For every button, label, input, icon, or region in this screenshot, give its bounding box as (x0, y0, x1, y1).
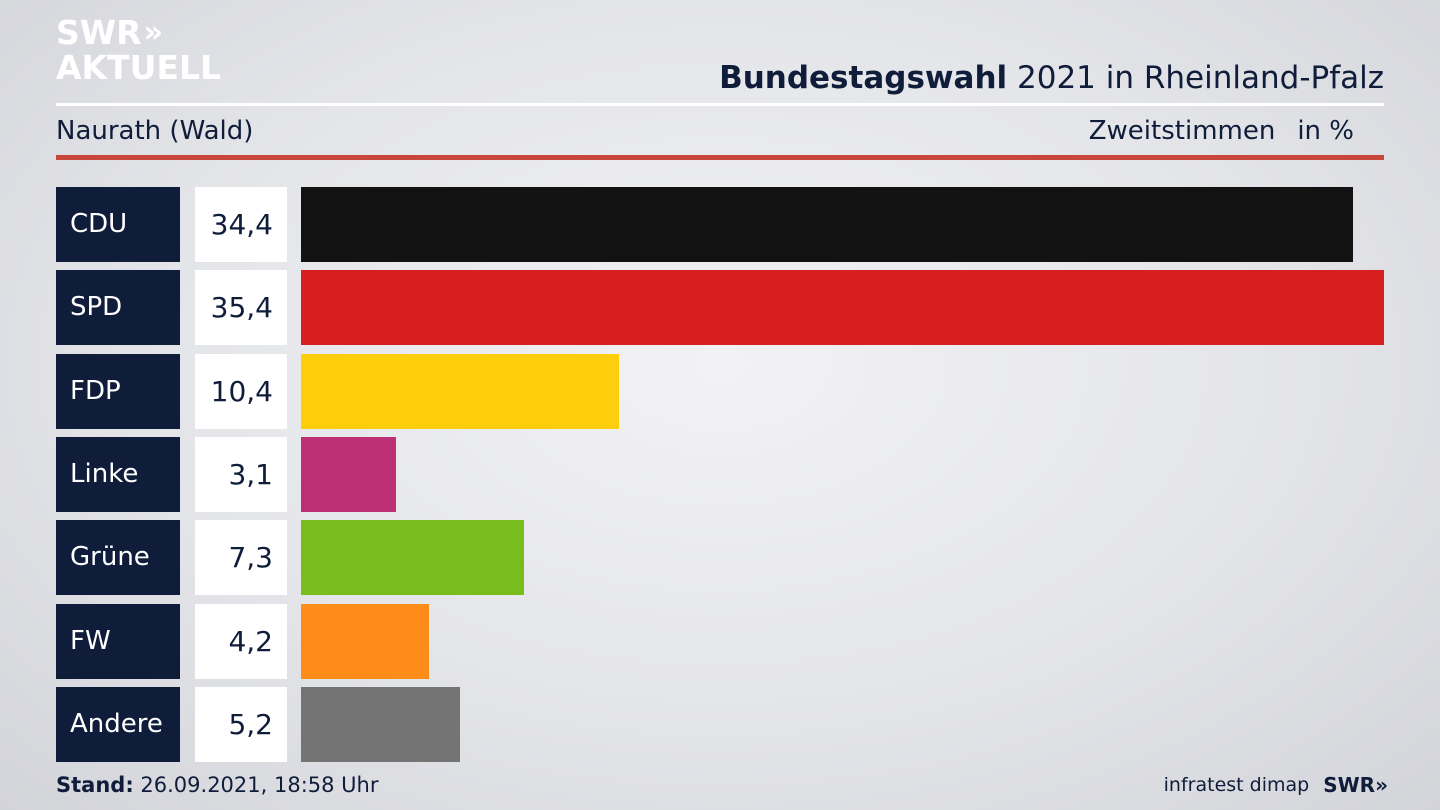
location-label: Naurath (Wald) (56, 116, 254, 146)
party-label-fdp: FDP (56, 353, 180, 429)
party-label-andere: Andere (56, 686, 180, 762)
value-label-andere: 5,2 (195, 686, 287, 762)
party-label-cdu: CDU (56, 187, 180, 262)
results-bar-chart: CDU 34,4 SPD 35,4 FDP 10,4 Linke 3,1 Grüne 7,3 FW 4… (56, 187, 1384, 762)
chart-title-bold: Bundestagswahl (719, 60, 1008, 96)
unit-label: in % (1297, 116, 1354, 146)
bar-row-cdu: CDU 34,4 (56, 187, 1384, 262)
logo-text-swr: SWR (56, 13, 142, 52)
source-credit: infratest dimap (1163, 774, 1310, 796)
bar-linke (301, 436, 396, 512)
logo-text-aktuell: AKTUELL (56, 48, 222, 87)
bar-spd (301, 270, 1384, 346)
swr-aktuell-logo: SWR » AKTUELL (56, 16, 221, 84)
bar-cdu (301, 187, 1353, 262)
measure-label-group: Zweitstimmen in % (1089, 114, 1354, 148)
chart-title-rest: 2021 in Rheinland-Pfalz (1007, 60, 1384, 96)
footer-brand-chevrons: » (1375, 773, 1388, 797)
bar-row-linke: Linke 3,1 (56, 436, 1384, 512)
timestamp-value: 26.09.2021, 18:58 Uhr (133, 773, 379, 797)
bar-row-fdp: FDP 10,4 (56, 353, 1384, 429)
timestamp-label: Stand: (56, 773, 134, 797)
value-label-fdp: 10,4 (195, 353, 287, 429)
footer-credits: infratest dimap SWR» (1163, 771, 1388, 799)
swr-footer-logo: SWR» (1323, 771, 1388, 799)
bar-gruene (301, 520, 524, 596)
bar-row-andere: Andere 5,2 (56, 686, 1384, 762)
bar-fdp (301, 353, 619, 429)
bar-row-spd: SPD 35,4 (56, 270, 1384, 346)
party-label-linke: Linke (56, 436, 180, 512)
header-divider (56, 103, 1384, 106)
bar-row-gruene: Grüne 7,3 (56, 520, 1384, 596)
value-label-linke: 3,1 (195, 436, 287, 512)
value-label-fw: 4,2 (195, 603, 287, 679)
logo-chevrons: » (143, 14, 164, 50)
bar-row-fw: FW 4,2 (56, 603, 1384, 679)
bar-fw (301, 603, 429, 679)
chart-title: Bundestagswahl 2021 in Rheinland-Pfalz (719, 58, 1384, 98)
party-label-gruene: Grüne (56, 520, 180, 596)
accent-divider (56, 155, 1384, 160)
bar-andere (301, 686, 460, 762)
value-label-cdu: 34,4 (195, 187, 287, 262)
value-label-spd: 35,4 (195, 270, 287, 346)
party-label-spd: SPD (56, 270, 180, 346)
value-label-gruene: 7,3 (195, 520, 287, 596)
measure-label: Zweitstimmen (1088, 116, 1276, 146)
party-label-fw: FW (56, 603, 180, 679)
footer-brand-text: SWR (1323, 773, 1376, 797)
timestamp: Stand: 26.09.2021, 18:58 Uhr (56, 771, 379, 799)
